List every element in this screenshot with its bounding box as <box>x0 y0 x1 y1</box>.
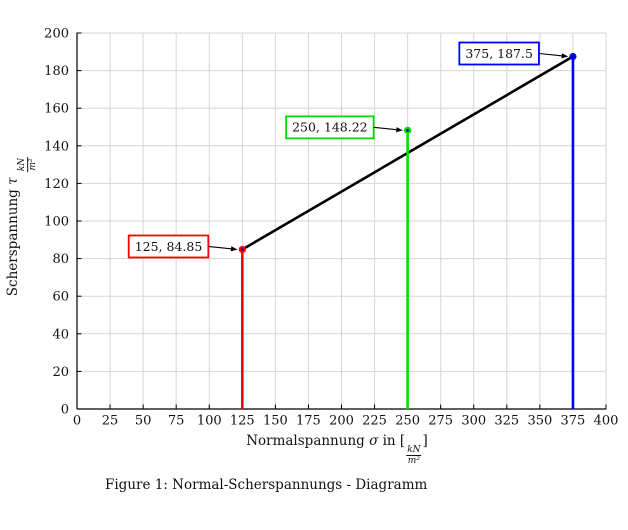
x-tick-label: 200 <box>329 414 354 429</box>
chart-plot: 0 25 50 75 100 125 150 175 200 225 250 275 300 325 350… <box>44 27 619 429</box>
y-tick-label: 180 <box>44 64 69 79</box>
x-tick-label: 175 <box>296 414 321 429</box>
point-marker-center <box>240 248 244 251</box>
annotation-arrow-head <box>561 53 569 59</box>
x-axis-title-prefix: Normalspannung <box>246 433 370 449</box>
x-tick-label: 0 <box>73 414 81 429</box>
annotation-arrow-line <box>373 126 397 131</box>
y-axis-title-space <box>5 173 21 177</box>
x-tick-label: 250 <box>395 414 420 429</box>
x-tick-label: 300 <box>461 414 486 429</box>
x-axis-title-mid: in [ <box>378 433 406 449</box>
x-axis-title-suffix: ] <box>422 433 428 449</box>
x-tick-label: 225 <box>362 414 387 429</box>
annotation-label: 375, 187.5 <box>465 46 533 61</box>
kn-m2-fraction: kN m² <box>17 156 39 173</box>
fraction-denominator: m² <box>407 456 420 467</box>
x-tick-label: 50 <box>135 414 152 429</box>
x-tick-label: 100 <box>197 414 222 429</box>
point-marker-center <box>406 128 410 132</box>
kn-m2-fraction: kN m² <box>406 445 422 467</box>
y-tick-label: 0 <box>61 403 69 418</box>
x-axis-title: Normalspannung σ in [kN m²] <box>246 433 428 467</box>
y-tick-label: 160 <box>44 102 69 117</box>
y-tick-label: 40 <box>52 327 69 342</box>
x-tick-label: 150 <box>263 414 288 429</box>
annotation-arrow-head <box>396 127 403 133</box>
fraction-numerator: kN <box>17 156 29 173</box>
x-tick-label: 125 <box>230 414 255 429</box>
x-tick-label: 275 <box>428 414 453 429</box>
y-tick-label: 60 <box>52 290 69 305</box>
y-tick-label: 100 <box>44 215 69 230</box>
sigma-symbol: σ <box>369 433 379 449</box>
x-tick-label: 375 <box>561 414 586 429</box>
fraction-denominator: m² <box>28 158 39 171</box>
annotation-arrow-head <box>230 246 238 252</box>
y-axis-title: Scherspannung τ kN m² <box>5 156 39 296</box>
point-marker-center <box>571 55 575 58</box>
tau-symbol: τ <box>5 177 22 185</box>
x-tick-label: 75 <box>168 414 185 429</box>
y-tick-label: 120 <box>44 177 69 192</box>
y-tick-label: 20 <box>52 365 69 380</box>
y-axis-title-prefix: Scherspannung <box>5 184 22 297</box>
x-tick-label: 400 <box>594 414 619 429</box>
annotation-label: 250, 148.22 <box>292 120 368 135</box>
annotation-arrow-line <box>538 52 562 57</box>
x-tick-label: 25 <box>102 414 119 429</box>
y-tick-label: 80 <box>52 252 69 267</box>
figure-caption: Figure 1: Normal-Scherspannungs - Diagra… <box>105 477 428 493</box>
annotation-arrow-line <box>208 245 232 250</box>
annotation-label: 125, 84.85 <box>135 239 203 254</box>
x-tick-label: 325 <box>494 414 519 429</box>
fraction-numerator: kN <box>406 445 422 457</box>
x-tick-label: 350 <box>527 414 552 429</box>
y-tick-label: 140 <box>44 139 69 154</box>
y-tick-label: 200 <box>44 27 69 42</box>
